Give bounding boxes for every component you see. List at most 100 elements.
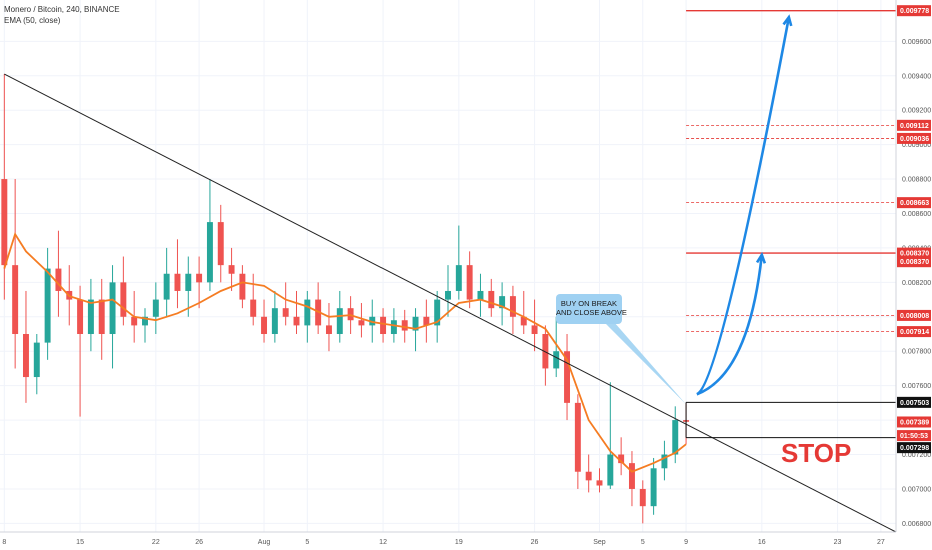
price-marker-label: 0.007503 (900, 400, 929, 407)
price-marker-label: 01:50:53 (900, 433, 928, 440)
candle-body (390, 320, 397, 335)
chart-grid (0, 0, 896, 532)
candle-body (618, 454, 625, 464)
price-marker-label: 0.007389 (900, 419, 929, 426)
price-marker-label: 0.008008 (900, 313, 929, 320)
time-tick-label: 12 (379, 539, 387, 546)
candle-body (152, 299, 159, 317)
candle-body (520, 316, 527, 326)
candle-body (22, 334, 29, 378)
candle-body (596, 480, 603, 486)
price-tick-label: 0.008800 (902, 177, 931, 184)
buy-callout[interactable]: BUY ON BREAK AND CLOSE ABOVE (556, 294, 627, 324)
price-tick-label: 0.009200 (902, 108, 931, 115)
time-tick-label: Sep (593, 539, 606, 546)
time-tick-label: 5 (641, 539, 645, 546)
candle-body (142, 316, 148, 326)
candle-body (293, 316, 300, 326)
candle-body (55, 268, 62, 291)
price-marker-label: 0.007298 (900, 445, 929, 452)
candle-body (1, 179, 8, 266)
price-tick-label: 0.009000 (902, 142, 931, 149)
ema-line (3, 231, 687, 473)
target-arrow-2 (696, 16, 791, 396)
price-marker-box (897, 326, 931, 338)
price-marker-label: 0.008370 (900, 251, 929, 258)
candle-body (163, 273, 170, 300)
candle-body (499, 296, 506, 309)
target-arrows[interactable] (696, 14, 793, 396)
candle-body (380, 316, 387, 335)
time-tick-label: 15 (76, 539, 84, 546)
trendline[interactable] (4, 73, 897, 533)
price-marker-label: 0.009036 (900, 136, 929, 143)
candle-body (585, 471, 592, 481)
candle-body (109, 282, 116, 335)
price-marker-box (897, 309, 931, 321)
price-tick-label: 0.008600 (902, 211, 931, 218)
symbol-title: Monero / Bitcoin, 240, BINANCE (4, 5, 120, 14)
candle-body (206, 222, 213, 283)
time-axis[interactable]: 8 15 22 26 Aug 5 12 19 26 Sep 5 9 16 23 27 (0, 531, 896, 546)
candle-body (325, 325, 332, 335)
candle-body (304, 299, 311, 326)
price-tick-label: 0.009600 (902, 39, 931, 46)
target-arrow-1 (696, 254, 764, 396)
candle-body (672, 420, 679, 455)
price-marker-box (897, 256, 931, 268)
callout-line-1: BUY ON BREAK (560, 299, 618, 308)
candles (1, 74, 690, 524)
price-tick-label: 0.009400 (902, 73, 931, 80)
candle-body (12, 265, 19, 335)
candle-body (250, 299, 257, 317)
candle-body (412, 316, 419, 331)
candle-body (531, 325, 538, 335)
candle-body (336, 308, 343, 335)
candle-body (650, 468, 657, 507)
time-tick-label: 9 (684, 539, 688, 546)
candle-body (445, 290, 451, 300)
candle-body (174, 273, 181, 291)
candle-body (542, 334, 549, 369)
callout-pointer (604, 322, 687, 405)
arrowhead-icon (782, 14, 793, 27)
candle-body (401, 320, 408, 331)
price-marker-box (897, 430, 931, 442)
time-tick-label: Aug (258, 539, 271, 546)
candle-body (282, 308, 289, 317)
candle-body (564, 351, 571, 403)
price-axis-labels: 0.009778 0.009112 0.009036 0.008663 0.008370… (897, 5, 931, 454)
candle-body (553, 351, 560, 369)
stop-label[interactable]: STOP (781, 438, 852, 468)
candle-body (261, 316, 268, 335)
candle-body (628, 463, 635, 489)
candle-body (639, 488, 646, 507)
time-tick-label: 22 (152, 539, 160, 546)
time-tick-label: 19 (455, 539, 463, 546)
candle-body (455, 265, 462, 291)
price-marker-label: 0.007914 (900, 329, 929, 336)
entry-stop-boxes (604, 322, 896, 439)
time-tick-label: 8 (2, 539, 6, 546)
candle-body (87, 299, 94, 335)
price-marker-box (897, 442, 931, 454)
candle-body (196, 273, 203, 283)
price-marker-label: 0.008370 (900, 259, 929, 266)
candle-body (434, 299, 441, 326)
time-tick-label: 26 (531, 539, 539, 546)
price-marker-box (897, 132, 931, 144)
candle-body (607, 454, 614, 486)
candle-body (239, 273, 246, 300)
time-tick-label: 26 (195, 539, 203, 546)
candle-body (217, 222, 224, 266)
candle-body (509, 296, 516, 317)
price-tick-label: 0.007000 (902, 486, 931, 493)
candle-body (185, 273, 192, 291)
price-marker-box (897, 396, 931, 408)
candle-body (574, 402, 581, 472)
price-marker-box (897, 5, 931, 17)
price-marker-label: 0.008663 (900, 200, 929, 207)
price-marker-label: 0.009778 (900, 8, 929, 15)
price-marker-label: 0.009112 (900, 123, 929, 130)
